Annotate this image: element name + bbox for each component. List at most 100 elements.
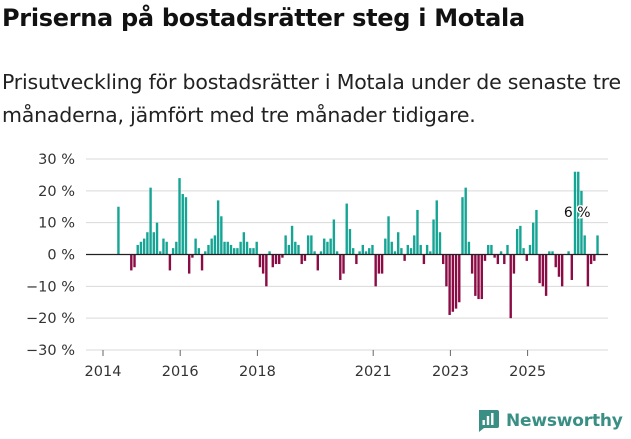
- bar: [258, 254, 262, 268]
- bar: [515, 229, 519, 255]
- bar: [310, 235, 313, 255]
- bar: [245, 241, 249, 255]
- bar: [541, 254, 545, 287]
- bar: [361, 244, 365, 255]
- bar: [136, 244, 139, 255]
- bar: [216, 200, 220, 255]
- bar: [351, 248, 355, 255]
- bar: [239, 241, 242, 255]
- bar: [345, 203, 348, 255]
- bar: [223, 241, 226, 255]
- bar: [393, 251, 397, 255]
- bar: [329, 238, 332, 255]
- bar: [490, 244, 493, 255]
- bar: [194, 238, 197, 255]
- newsworthy-brand[interactable]: Newsworthy: [476, 409, 623, 433]
- bar: [583, 235, 586, 255]
- bar: [265, 254, 268, 287]
- bar: [332, 219, 336, 255]
- bar: [503, 254, 506, 265]
- bar: [477, 254, 480, 300]
- bar: [181, 194, 184, 255]
- bar: [445, 254, 448, 287]
- bar: [470, 254, 474, 274]
- bar: [271, 254, 274, 268]
- newsworthy-logo-icon: [479, 410, 499, 432]
- bar: [368, 248, 371, 255]
- bar: [406, 244, 410, 255]
- bar: [525, 254, 528, 261]
- bar: [596, 235, 599, 255]
- bar: [557, 254, 561, 277]
- bar: [435, 200, 438, 255]
- bar: [422, 254, 426, 265]
- brand-name: Newsworthy: [506, 411, 623, 431]
- data-label-latest: 6 %: [564, 205, 591, 221]
- y-gridlines: [86, 158, 608, 351]
- bar: [573, 171, 577, 255]
- bar: [544, 254, 548, 296]
- bar: [384, 238, 387, 255]
- bar: [519, 225, 522, 255]
- bar: [281, 254, 284, 258]
- x-tick-label: 2025: [509, 364, 546, 380]
- x-tick-label: 2014: [85, 364, 122, 380]
- bar: [171, 248, 175, 255]
- y-tick-label: −10 %: [26, 279, 75, 295]
- bar: [297, 244, 300, 255]
- bar: [441, 254, 445, 265]
- bar: [226, 241, 229, 255]
- bar: [560, 254, 564, 287]
- bar: [480, 254, 483, 300]
- bar: [429, 251, 432, 255]
- bar: [464, 187, 467, 255]
- bar: [290, 225, 294, 255]
- bar: [355, 254, 358, 265]
- x-tick-label: 2016: [162, 364, 199, 380]
- bars: [117, 171, 599, 319]
- bar: [512, 254, 516, 274]
- bar: [487, 244, 490, 255]
- bar: [506, 244, 509, 255]
- bar: [416, 209, 419, 255]
- bar: [294, 241, 297, 255]
- bar: [396, 232, 400, 255]
- bar: [570, 254, 574, 280]
- bar: [261, 254, 265, 274]
- bar: [390, 241, 393, 255]
- bar: [200, 254, 204, 271]
- bar: [419, 244, 422, 255]
- chart-subtitle: Prisutveckling för bostadsrätter i Motal…: [2, 70, 621, 127]
- bar: [342, 254, 345, 274]
- bar: [229, 244, 233, 255]
- bar: [400, 248, 403, 255]
- bar: [358, 251, 361, 255]
- bar: [326, 241, 329, 255]
- bar: [155, 222, 159, 255]
- bar: [159, 251, 162, 255]
- bar: [387, 216, 390, 255]
- bar: [149, 187, 152, 255]
- bar: [152, 232, 156, 255]
- x-axis-ticks: 2014 2016 2018 2021 2023 2025: [85, 350, 546, 380]
- bar: [380, 254, 384, 274]
- bar: [335, 251, 339, 255]
- bar: [242, 232, 246, 255]
- bar: [567, 251, 570, 255]
- bar: [586, 254, 590, 287]
- y-tick-label: 30 %: [38, 152, 75, 168]
- bar: [236, 248, 239, 255]
- bar: [467, 241, 471, 255]
- bar: [220, 216, 223, 255]
- bar: [162, 238, 165, 255]
- bar: [284, 235, 287, 255]
- bar: [175, 241, 178, 255]
- bar: [232, 248, 236, 255]
- bar: [300, 254, 303, 265]
- bar: [432, 219, 435, 255]
- bar: [178, 178, 181, 255]
- bar: [168, 254, 172, 271]
- bar: [210, 238, 213, 255]
- bar: [374, 254, 377, 287]
